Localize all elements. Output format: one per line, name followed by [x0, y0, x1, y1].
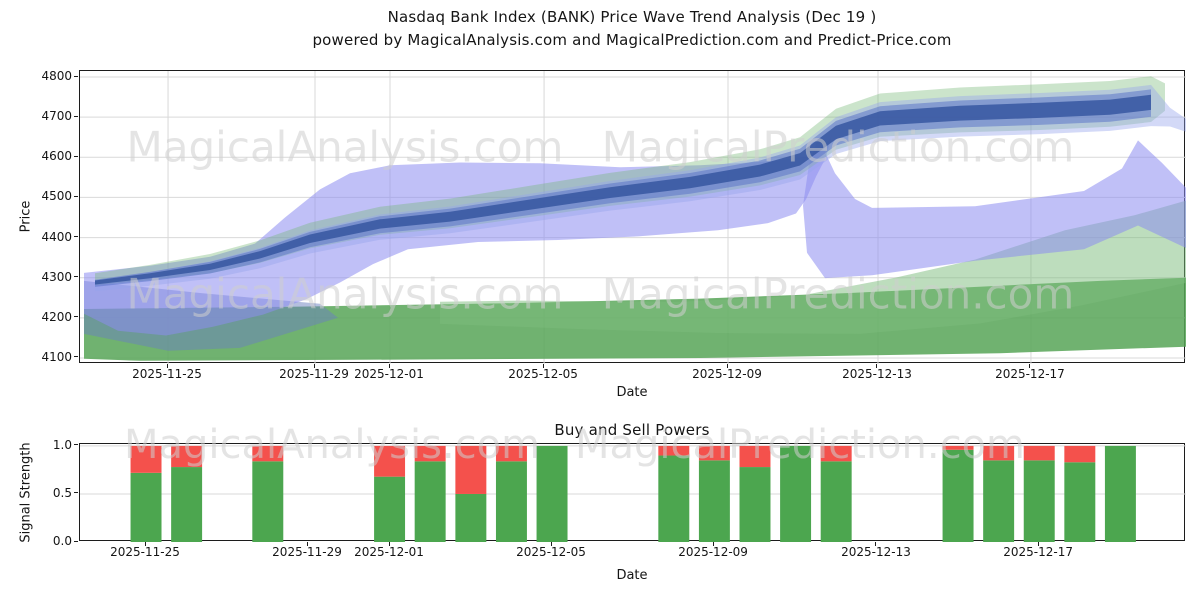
green-light-fan [440, 200, 1186, 334]
bottom-y-tick-label: 1.0 [52, 437, 72, 452]
top-x-tickmark [542, 363, 544, 368]
top-y-tick-label: 4300 [41, 269, 72, 284]
top-x-tickmark [1029, 363, 1031, 368]
sell-bar [942, 445, 974, 450]
bottom-x-tickmark [306, 541, 308, 546]
top-y-tick-label: 4100 [41, 349, 72, 364]
sell-bar [414, 445, 446, 462]
buy-bar [1023, 460, 1055, 542]
bottom-x-tickmark [388, 541, 390, 546]
sell-bar [455, 445, 487, 494]
buy-bar [252, 461, 284, 542]
top-x-tickmark [388, 363, 390, 368]
bottom-y-tickmark [74, 540, 78, 542]
bottom-x-tick-label: 2025-12-09 [678, 545, 748, 559]
buy-bar [130, 472, 162, 542]
top-x-tickmark [876, 363, 878, 368]
sell-bar [698, 445, 730, 461]
sell-bar [495, 445, 527, 462]
top-y-tickmark [74, 75, 78, 77]
top-x-tickmark [726, 363, 728, 368]
figure-subtitle: powered by MagicalAnalysis.com and Magic… [312, 31, 952, 49]
buy-bar [983, 460, 1015, 542]
top-x-tick-label: 2025-11-25 [132, 367, 202, 381]
buy-bar [536, 445, 568, 542]
top-x-tick-label: 2025-12-01 [354, 367, 424, 381]
top-x-tick-label: 2025-12-05 [508, 367, 578, 381]
top-y-tick-label: 4700 [41, 109, 72, 124]
top-y-tick-label: 4600 [41, 149, 72, 164]
top-x-axis-label: Date [616, 385, 648, 400]
figure-title: Nasdaq Bank Index (BANK) Price Wave Tren… [387, 8, 877, 26]
top-y-axis-label: Price [18, 200, 34, 233]
bottom-x-tickmark [712, 541, 714, 546]
buy-bar [495, 461, 527, 542]
bottom-x-tickmark [144, 541, 146, 546]
bottom-x-tickmark [550, 541, 552, 546]
buy-bar [780, 445, 812, 542]
top-y-tickmark [74, 276, 78, 278]
top-y-tickmark [74, 236, 78, 238]
sell-bar [983, 445, 1015, 461]
top-y-tickmark [74, 115, 78, 117]
buy-bar [1064, 462, 1096, 542]
bottom-x-tick-label: 2025-12-05 [516, 545, 586, 559]
sell-bar [820, 445, 852, 462]
sell-bar [374, 445, 406, 477]
bottom-x-tick-label: 2025-11-29 [272, 545, 342, 559]
bottom-plot-svg [80, 445, 1186, 542]
buy-bar [455, 493, 487, 542]
buy-bar [942, 449, 974, 542]
top-y-tick-label: 4400 [41, 229, 72, 244]
buy-bar [658, 455, 690, 542]
bottom-y-tickmark [74, 492, 78, 494]
bottom-x-tick-label: 2025-12-01 [354, 545, 424, 559]
sell-bar [739, 445, 771, 468]
price-trend-plot [79, 70, 1186, 364]
sell-bar [658, 445, 690, 456]
bottom-y-tick-label: 0.0 [52, 534, 72, 548]
top-y-tick-label: 4200 [41, 309, 72, 324]
buy-bar [739, 467, 771, 542]
buy-bar [374, 476, 406, 542]
bottom-y-tick-label: 0.5 [52, 485, 72, 500]
top-x-tick-label: 2025-12-13 [842, 367, 912, 381]
purple-forecast-band [803, 137, 1186, 279]
bottom-x-tickmark [1037, 541, 1039, 546]
top-y-tickmark [74, 316, 78, 318]
cluster-core [95, 94, 1151, 285]
bottom-chart-title: Buy and Sell Powers [554, 421, 710, 439]
sell-bar [130, 445, 162, 473]
top-y-tick-label: 4500 [41, 189, 72, 204]
buy-bar [414, 461, 446, 542]
bottom-x-tick-label: 2025-11-25 [110, 545, 180, 559]
top-y-tickmark [74, 195, 78, 197]
sell-bar [252, 445, 284, 462]
bottom-y-tickmark [74, 444, 78, 446]
top-x-tick-label: 2025-12-09 [692, 367, 762, 381]
top-x-tick-label: 2025-11-29 [279, 367, 349, 381]
top-x-tickmark [313, 363, 315, 368]
buy-sell-power-plot [79, 443, 1186, 542]
bottom-x-axis-label: Date [616, 568, 648, 583]
top-x-tick-label: 2025-12-17 [995, 367, 1065, 381]
top-y-tickmark [74, 356, 78, 358]
sell-bar [171, 445, 203, 468]
buy-bar [698, 460, 730, 542]
buy-bar [820, 461, 852, 542]
top-x-tickmark [166, 363, 168, 368]
bottom-x-tick-label: 2025-12-13 [841, 545, 911, 559]
top-y-tickmark [74, 155, 78, 157]
top-y-tick-label: 4800 [41, 69, 72, 84]
sell-bar [1023, 445, 1055, 461]
top-plot-svg [80, 71, 1186, 364]
buy-bar [1104, 445, 1136, 542]
bottom-x-tickmark [875, 541, 877, 546]
bottom-x-tick-label: 2025-12-17 [1003, 545, 1073, 559]
buy-bar [171, 467, 203, 542]
sell-bar [1064, 445, 1096, 463]
